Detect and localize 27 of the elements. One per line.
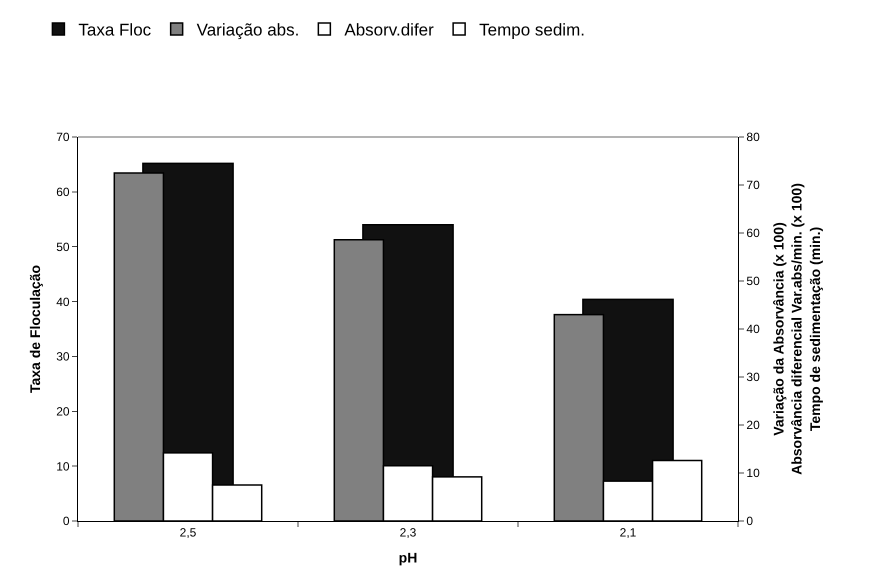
x-tick-label: 2,5	[180, 525, 197, 540]
y-tick-label: 10	[56, 459, 70, 474]
x-tick-label: 2,3	[400, 525, 417, 540]
legend-label: Absorv.difer	[344, 20, 434, 40]
x-tick-label: 2,1	[620, 525, 637, 540]
y-tick-label: 0	[62, 514, 70, 528]
legend-label: Tempo sedim.	[479, 20, 585, 40]
y2-tick-label: 70	[746, 178, 760, 192]
y-tick-label: 60	[56, 185, 70, 200]
legend-label: Variação abs.	[196, 20, 300, 40]
y-tick-label: 70	[56, 130, 70, 144]
y2-axis-title: Variação da Absorvância (x 100) Absorvância diferencial Var.abs/min. (x 100) Tempo de sedimentação (min.)	[770, 183, 823, 475]
y2-tick-label: 80	[746, 130, 760, 144]
x-axis-title: pH	[398, 550, 418, 566]
y2-tick-label: 40	[746, 322, 760, 336]
y2-tick-label: 50	[746, 274, 760, 288]
y2-tick-label: 20	[746, 418, 760, 432]
legend-label: Taxa Floc	[78, 20, 152, 40]
y-tick-label: 30	[56, 350, 70, 364]
y-tick-label: 20	[56, 404, 70, 418]
y2-tick-label: 30	[746, 370, 760, 384]
y2-tick-label: 60	[746, 226, 760, 240]
y-tick-label: 50	[56, 240, 70, 254]
y-axis-title: Taxa de Floculação	[26, 264, 43, 394]
y2-tick-label: 10	[746, 466, 760, 480]
y-tick-label: 40	[56, 294, 70, 309]
y2-tick-label: 0	[746, 514, 754, 528]
